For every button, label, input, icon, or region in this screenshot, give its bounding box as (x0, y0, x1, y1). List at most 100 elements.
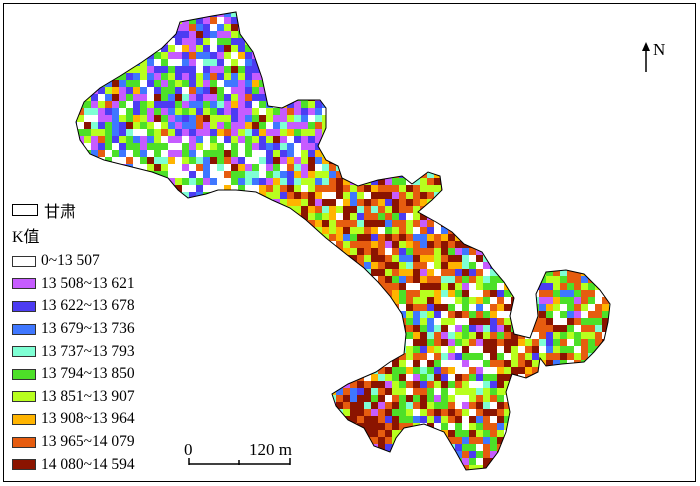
raster-cell (224, 269, 231, 276)
raster-cell (532, 45, 539, 52)
raster-cell (140, 276, 147, 283)
raster-cell (455, 283, 462, 290)
raster-cell (448, 213, 455, 220)
raster-cell (518, 129, 525, 136)
raster-cell (602, 409, 609, 416)
raster-cell (203, 437, 210, 444)
raster-cell (532, 52, 539, 59)
raster-cell (434, 24, 441, 31)
raster-cell (553, 297, 560, 304)
raster-cell (91, 129, 98, 136)
raster-cell (308, 318, 315, 325)
raster-cell (343, 12, 350, 17)
raster-cell (483, 143, 490, 150)
raster-cell (497, 150, 504, 157)
raster-cell (532, 241, 539, 248)
raster-cell (406, 325, 413, 332)
raster-cell (581, 157, 588, 164)
raster-cell (378, 339, 385, 346)
raster-cell (315, 381, 322, 388)
raster-cell (252, 318, 259, 325)
raster-cell (574, 241, 581, 248)
raster-cell (455, 206, 462, 213)
raster-cell (476, 234, 483, 241)
raster-cell (427, 416, 434, 423)
raster-cell (336, 24, 343, 31)
raster-cell (238, 255, 245, 262)
raster-cell (140, 213, 147, 220)
raster-cell (224, 143, 231, 150)
raster-cell (357, 430, 364, 437)
raster-cell (476, 416, 483, 423)
raster-cell (301, 346, 308, 353)
raster-cell (280, 395, 287, 402)
raster-cell (455, 199, 462, 206)
raster-cell (462, 332, 469, 339)
raster-cell (322, 402, 329, 409)
raster-cell (588, 87, 595, 94)
raster-cell (581, 262, 588, 269)
raster-cell (609, 416, 610, 423)
raster-cell (126, 129, 133, 136)
raster-cell (588, 59, 595, 66)
raster-cell (280, 94, 287, 101)
raster-cell (210, 444, 217, 451)
raster-cell (322, 423, 329, 430)
raster-cell (175, 423, 182, 430)
raster-cell (553, 94, 560, 101)
raster-cell (224, 17, 231, 24)
raster-cell (434, 395, 441, 402)
raster-cell (189, 164, 196, 171)
raster-cell (553, 178, 560, 185)
raster-cell (210, 262, 217, 269)
raster-cell (588, 388, 595, 395)
raster-cell (525, 157, 532, 164)
raster-cell (511, 192, 518, 199)
raster-cell (329, 276, 336, 283)
raster-cell (560, 192, 567, 199)
raster-cell (434, 213, 441, 220)
raster-cell (455, 297, 462, 304)
raster-cell (595, 59, 602, 66)
raster-cell (154, 283, 161, 290)
raster-cell (245, 346, 252, 353)
raster-cell (161, 430, 168, 437)
raster-cell (84, 171, 91, 178)
raster-cell (112, 164, 119, 171)
raster-cell (203, 451, 210, 458)
raster-cell (462, 339, 469, 346)
raster-cell (609, 423, 610, 430)
raster-cell (196, 108, 203, 115)
raster-cell (203, 206, 210, 213)
raster-cell (126, 31, 133, 38)
raster-cell (588, 241, 595, 248)
raster-cell (287, 409, 294, 416)
raster-cell (532, 297, 539, 304)
raster-cell (154, 129, 161, 136)
raster-cell (364, 234, 371, 241)
raster-cell (84, 94, 91, 101)
raster-cell (231, 122, 238, 129)
raster-cell (588, 52, 595, 59)
raster-cell (266, 234, 273, 241)
raster-cell (588, 17, 595, 24)
raster-cell (406, 199, 413, 206)
raster-cell (392, 402, 399, 409)
raster-cell (224, 276, 231, 283)
raster-cell (511, 262, 518, 269)
raster-cell (406, 94, 413, 101)
raster-cell (567, 290, 574, 297)
raster-cell (462, 12, 469, 17)
raster-cell (511, 416, 518, 423)
raster-cell (511, 129, 518, 136)
raster-cell (315, 241, 322, 248)
raster-cell (560, 311, 567, 318)
raster-cell (560, 199, 567, 206)
raster-cell (308, 409, 315, 416)
raster-cell (518, 94, 525, 101)
raster-cell (399, 360, 406, 367)
raster-cell (224, 206, 231, 213)
raster-cell (350, 157, 357, 164)
raster-cell (371, 17, 378, 24)
raster-cell (602, 367, 609, 374)
